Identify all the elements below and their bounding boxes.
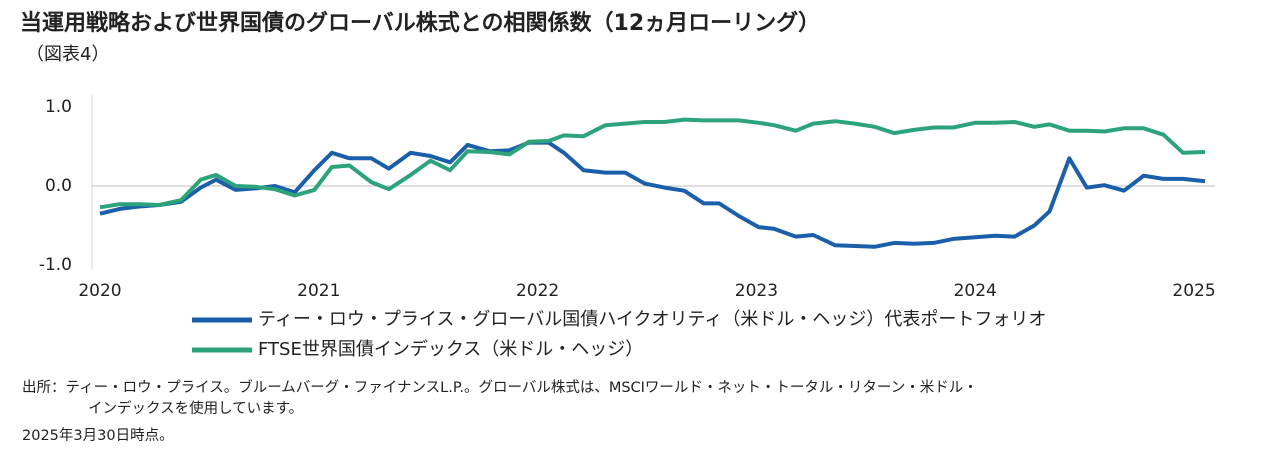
x-tick-label: 2024 — [954, 281, 997, 301]
y-tick-label: -1.0 — [39, 255, 72, 275]
x-tick-label: 2022 — [516, 281, 559, 301]
x-tick-label: 2020 — [78, 281, 121, 301]
x-tick-label: 2025 — [1172, 281, 1215, 301]
series-line — [99, 117, 1206, 210]
footnote: 出所：ティー・ロウ・プライス。ブルームバーグ・ファイナンスL.P.。グローバル株… — [22, 378, 978, 396]
chart-subtitle: （図表4） — [26, 44, 109, 65]
footnote: インデックスを使用しています。 — [88, 399, 303, 417]
y-tick-label: 0.0 — [45, 176, 72, 196]
x-tick-label: 2023 — [735, 281, 778, 301]
legend-label: ティー・ロウ・プライス・グローバル国債ハイクオリティ（米ドル・ヘッジ）代表ポート… — [258, 309, 1046, 330]
x-tick-label: 2021 — [297, 281, 340, 301]
footnote: 2025年3月30日時点。 — [22, 427, 174, 444]
legend-label: FTSE世界国債インデックス（米ドル・ヘッジ） — [258, 339, 643, 360]
series-line — [99, 140, 1206, 249]
y-tick-label: 1.0 — [45, 97, 72, 117]
chart-title: 当運用戦略および世界国債のグローバル株式との相関係数（12ヵ月ローリング） — [20, 10, 820, 36]
